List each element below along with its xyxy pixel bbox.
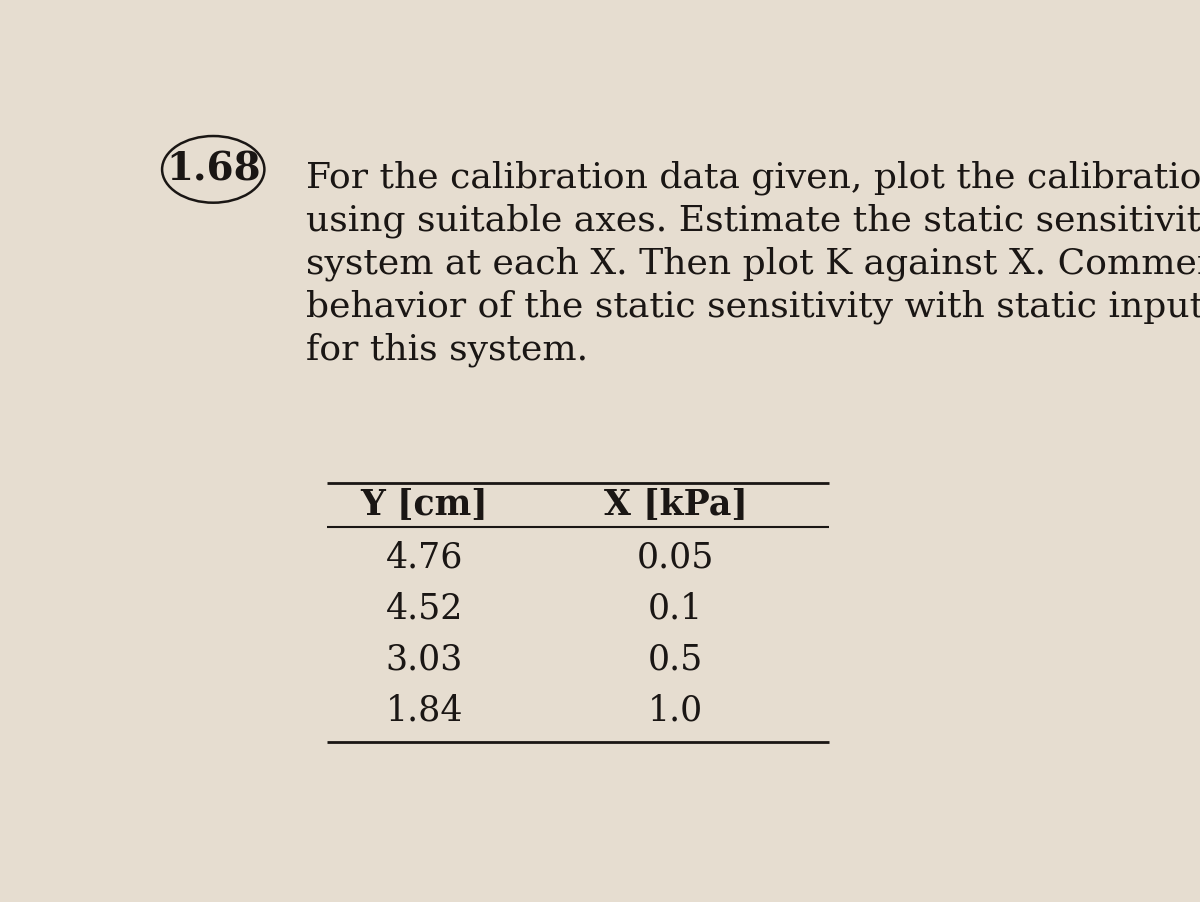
Text: 4.52: 4.52: [385, 592, 463, 626]
Text: 0.1: 0.1: [648, 592, 703, 626]
Text: 0.05: 0.05: [637, 541, 714, 575]
Text: for this system.: for this system.: [306, 333, 588, 367]
Text: using suitable axes. Estimate the static sensitivity of the: using suitable axes. Estimate the static…: [306, 203, 1200, 238]
Text: behavior of the static sensitivity with static input magnitude: behavior of the static sensitivity with …: [306, 290, 1200, 324]
Text: 3.03: 3.03: [385, 642, 463, 676]
Text: Y [cm]: Y [cm]: [360, 487, 488, 520]
Text: 0.5: 0.5: [648, 642, 703, 676]
Text: 1.0: 1.0: [648, 693, 703, 727]
Text: X [kPa]: X [kPa]: [604, 487, 748, 520]
Text: 4.76: 4.76: [385, 541, 463, 575]
Text: For the calibration data given, plot the calibration curve: For the calibration data given, plot the…: [306, 161, 1200, 195]
Text: system at each X. Then plot K against X. Comment on the: system at each X. Then plot K against X.…: [306, 246, 1200, 281]
Text: 1.84: 1.84: [385, 693, 463, 727]
Text: 1.68: 1.68: [166, 151, 260, 189]
